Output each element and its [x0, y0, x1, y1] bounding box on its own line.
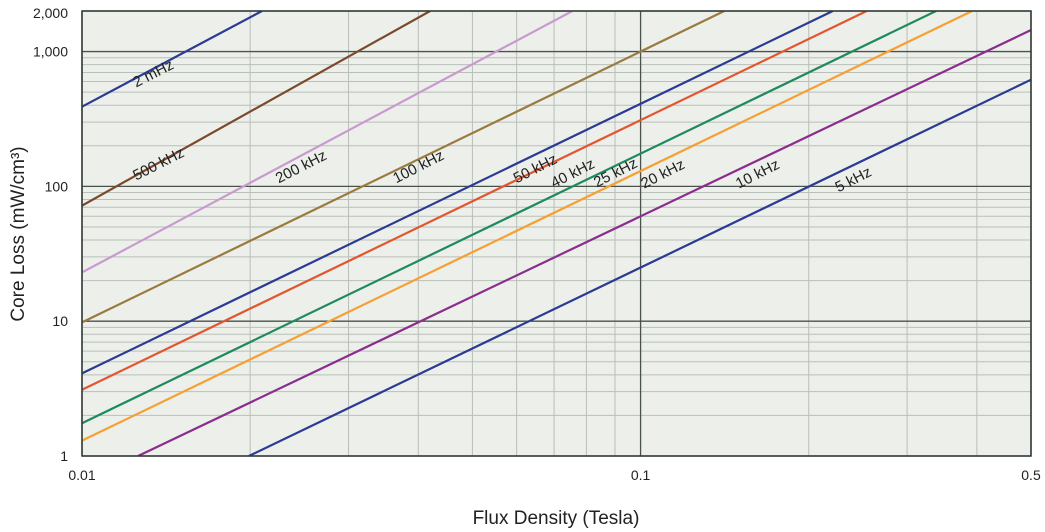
- series-line-500-khz: [82, 11, 431, 207]
- y-tick-label: 2,000: [33, 5, 68, 21]
- x-tick-label: 0.5: [1021, 467, 1041, 483]
- y-axis-ticks: 1 10 100 1,000 2,000: [33, 5, 68, 464]
- series-line-40-khz: [82, 11, 868, 391]
- minor-gridlines: [82, 11, 1031, 456]
- y-axis-title: Core Loss (mW/cm³): [8, 146, 29, 321]
- series-line-2-mhz: [82, 11, 263, 108]
- plot-background: [82, 11, 1031, 456]
- y-tick-label: 1,000: [33, 44, 68, 60]
- y-tick-label: 1: [60, 448, 68, 464]
- y-tick-label: 10: [52, 313, 68, 329]
- x-axis-title: Flux Density (Tesla): [473, 508, 640, 529]
- plot-frame: [81, 10, 1032, 457]
- series-line-200-khz: [82, 11, 573, 274]
- series-line-100-khz: [82, 11, 725, 324]
- series-lines: [82, 11, 1031, 456]
- series-line-50-khz: [82, 11, 834, 375]
- series-line-10-khz: [137, 29, 1031, 456]
- y-tick-label: 100: [45, 178, 69, 194]
- series-line-20-khz: [82, 11, 973, 442]
- x-axis-ticks: 0.01 0.1 0.5: [68, 467, 1041, 483]
- x-tick-label: 0.1: [631, 467, 651, 483]
- series-line-25-khz: [82, 11, 937, 425]
- series-line-5-khz: [248, 78, 1031, 456]
- x-tick-label: 0.01: [68, 467, 95, 483]
